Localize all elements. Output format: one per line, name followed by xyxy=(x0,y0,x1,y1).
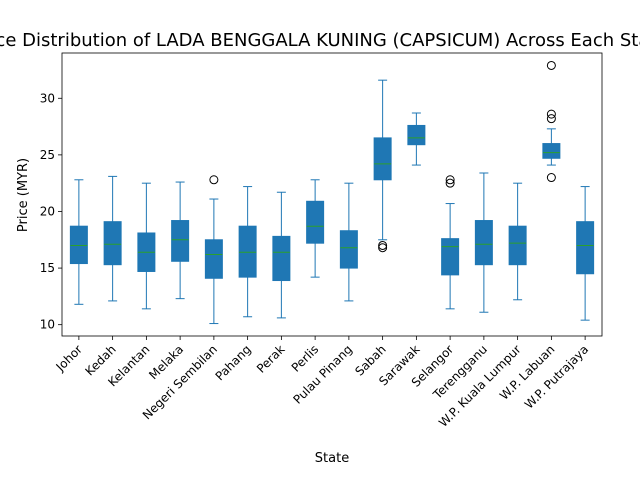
box-sarawak xyxy=(407,124,426,146)
axes-frame xyxy=(61,52,603,337)
box-terengganu xyxy=(474,220,493,266)
box-w-p-kuala-lumpur xyxy=(508,225,527,266)
box-pulau-pinang xyxy=(339,230,358,269)
outlier-point xyxy=(378,240,388,250)
x-tick-label: Pulau Pinang xyxy=(290,342,355,407)
box-perak xyxy=(272,235,291,282)
outlier-point xyxy=(378,243,388,253)
outlier-point xyxy=(209,175,219,185)
box-w-p-labuan xyxy=(542,143,561,159)
box-selangor xyxy=(441,238,460,276)
box-perlis xyxy=(306,200,325,244)
box-kedah xyxy=(103,221,122,266)
outlier-point xyxy=(445,175,455,185)
plot-area: 1015202530JohorKedahKelantanMelakaNegeri… xyxy=(40,52,603,430)
box-sabah xyxy=(373,137,392,181)
outlier-point xyxy=(546,60,556,70)
y-axis-label: Price (MYR) xyxy=(16,158,31,232)
y-tick-label: 20 xyxy=(40,204,55,218)
box-melaka xyxy=(171,220,190,262)
outlier-point xyxy=(546,109,556,119)
y-tick-label: 10 xyxy=(40,318,55,332)
x-tick-label: Johor xyxy=(53,342,85,374)
box-johor xyxy=(69,225,88,265)
outlier-point xyxy=(546,173,556,183)
box-pahang xyxy=(238,225,257,278)
y-tick-label: 30 xyxy=(40,91,55,105)
outlier-point xyxy=(546,114,556,124)
chart-title: Price Distribution of LADA BENGGALA KUNI… xyxy=(0,30,640,51)
x-axis-label: State xyxy=(315,451,349,466)
y-tick-label: 25 xyxy=(40,148,55,162)
box-negeri-sembilan xyxy=(204,239,223,279)
x-tick-label: Perak xyxy=(254,342,288,376)
outlier-point xyxy=(445,178,455,188)
x-tick-label: Pahang xyxy=(213,342,254,383)
box-w-p-putrajaya xyxy=(576,221,595,275)
y-tick-label: 15 xyxy=(40,261,55,275)
